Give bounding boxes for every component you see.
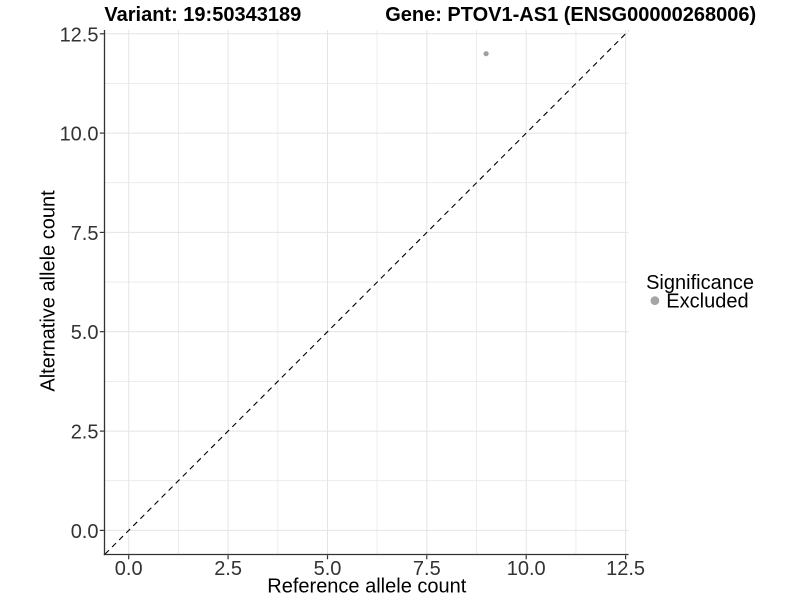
svg-text:5.0: 5.0 [314, 558, 342, 580]
svg-text:0.0: 0.0 [71, 521, 99, 543]
svg-text:Variant: 19:50343189: Variant: 19:50343189 [104, 4, 301, 26]
svg-text:12.5: 12.5 [60, 24, 99, 46]
svg-text:Alternative allele count: Alternative allele count [38, 190, 60, 392]
svg-text:10.0: 10.0 [60, 124, 99, 146]
svg-text:5.0: 5.0 [71, 322, 99, 344]
svg-text:Excluded: Excluded [666, 291, 748, 313]
svg-text:7.5: 7.5 [71, 223, 99, 245]
svg-text:12.5: 12.5 [606, 558, 645, 580]
svg-text:Significance: Significance [646, 272, 754, 294]
svg-text:7.5: 7.5 [413, 558, 441, 580]
svg-text:2.5: 2.5 [71, 422, 99, 444]
svg-text:2.5: 2.5 [214, 558, 242, 580]
svg-text:10.0: 10.0 [507, 558, 546, 580]
svg-text:0.0: 0.0 [115, 558, 143, 580]
svg-text:Reference allele count: Reference allele count [267, 575, 466, 597]
svg-text:Gene: PTOV1-AS1 (ENSG000002680: Gene: PTOV1-AS1 (ENSG00000268006) [385, 4, 756, 26]
